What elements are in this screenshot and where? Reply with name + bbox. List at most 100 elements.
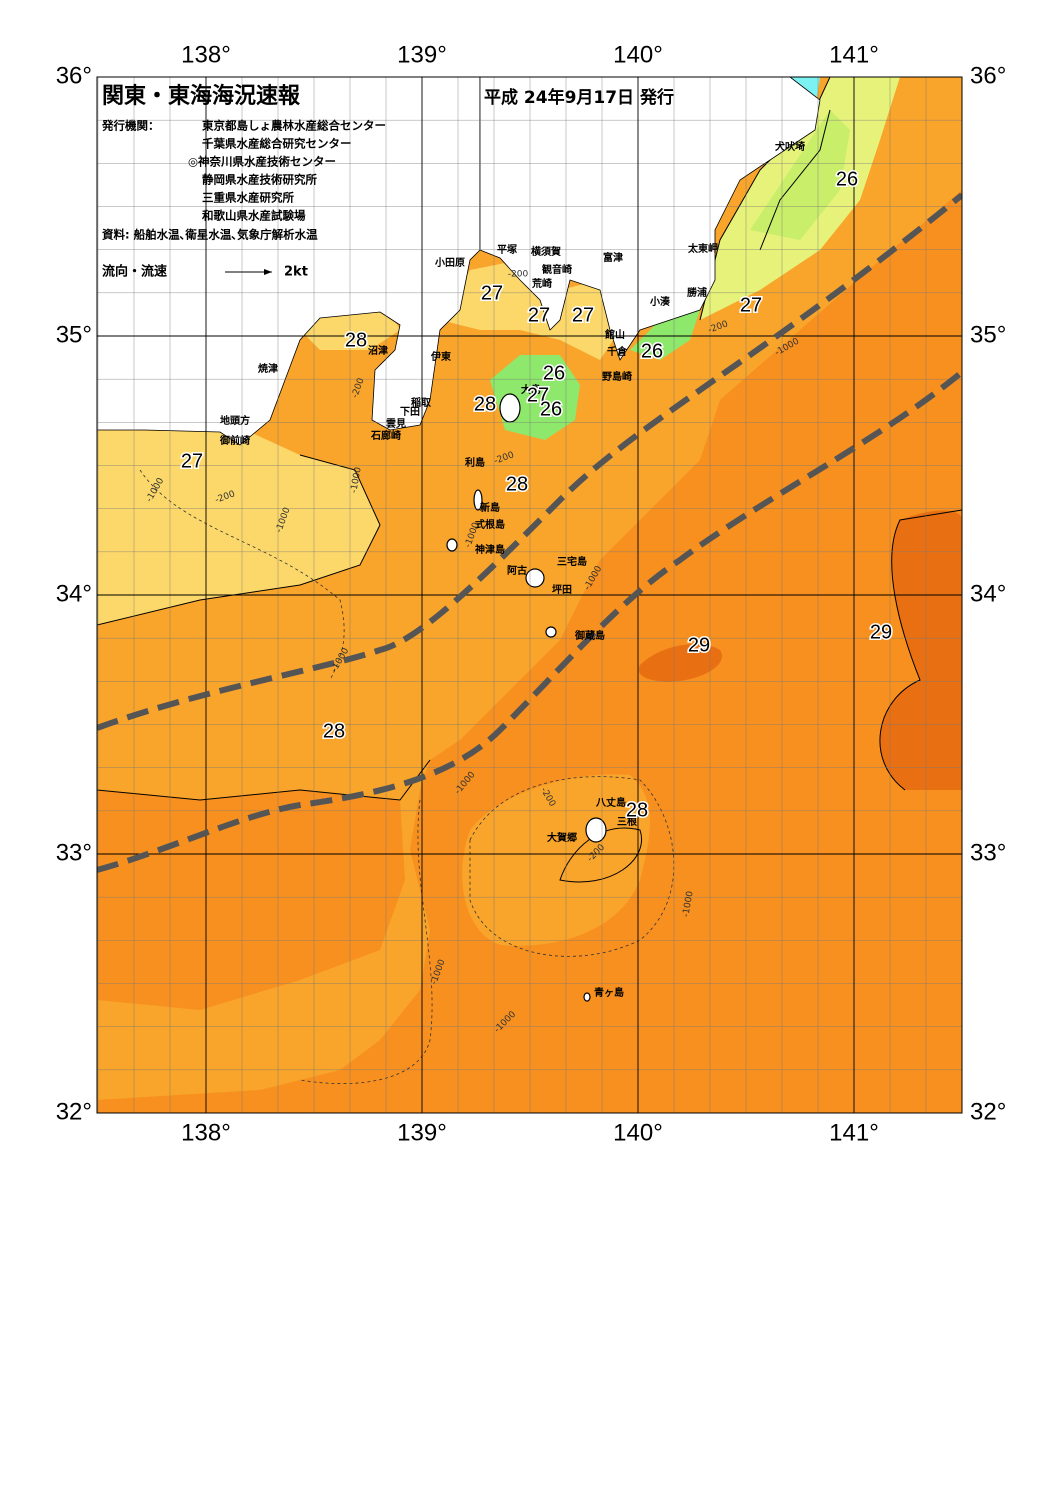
temperature-label: 26: [836, 168, 858, 190]
temperature-label: 27: [740, 294, 762, 316]
legend-label: 流向・流速: [102, 264, 167, 280]
isobaths: [139, 469, 675, 1085]
place-name: 沼津: [368, 344, 388, 357]
issuer: 和歌山県水産試験場: [202, 209, 306, 223]
kuroshio-axis: [97, 192, 962, 873]
islands: [446, 393, 607, 1002]
place-name: 焼津: [258, 362, 278, 375]
issuer-label: 発行機関：: [101, 119, 160, 133]
lon-label: 140°: [613, 41, 663, 68]
issue-date: 平成 24年9月17日 発行: [484, 87, 674, 108]
place-name: 平塚: [497, 243, 517, 256]
lat-label: 36°: [970, 62, 1006, 89]
lat-label: 33°: [56, 839, 92, 866]
dark-orange-area: [879, 510, 962, 790]
lat-label: 34°: [970, 580, 1006, 607]
lon-label: 141°: [829, 41, 879, 68]
place-name: 三宅島: [557, 555, 587, 568]
map-frame: [96, 76, 963, 1114]
issuer: 静岡県水産技術研究所: [202, 173, 317, 187]
lat-label: 35°: [970, 321, 1006, 348]
place-name: 新島: [480, 501, 500, 514]
medium-orange-area: [97, 630, 470, 740]
green-area: [630, 310, 700, 360]
place-name: 雲見: [386, 418, 406, 430]
depth-label: -200: [508, 270, 529, 280]
place-name: 青ヶ島: [594, 986, 624, 999]
place-name: 小田原: [434, 256, 465, 269]
place-name: 大島: [521, 383, 541, 396]
lat-label: 32°: [970, 1098, 1006, 1125]
place-name: 犬吠埼: [775, 140, 805, 153]
temperature-label: 27: [528, 304, 550, 326]
lat-label: 36°: [56, 62, 92, 89]
lat-label: 34°: [56, 580, 92, 607]
yellow-area: [97, 430, 380, 625]
place-name: 下田: [400, 406, 420, 418]
temperature-label: 28: [626, 799, 648, 821]
lat-label: 35°: [56, 321, 92, 348]
depth-label: -1000: [681, 890, 695, 918]
grid: [97, 77, 962, 1113]
place-name: 神津島: [475, 543, 505, 556]
depth-label: -1000: [349, 466, 363, 494]
land: [479, 77, 821, 361]
land: [97, 77, 481, 446]
place-name: 大賀郷: [547, 831, 577, 844]
temperature-label: 26: [540, 398, 562, 420]
lat-label: 32°: [56, 1098, 92, 1125]
place-name: 阿古: [507, 564, 527, 577]
temperature-label: 27: [481, 282, 503, 304]
temperature-label: 29: [870, 621, 892, 643]
place-name: 坪田: [552, 583, 572, 596]
place-name: 勝浦: [687, 286, 707, 299]
lon-label: 138°: [181, 41, 231, 68]
place-name: 三根: [617, 815, 637, 828]
place-name: 野島崎: [602, 370, 632, 383]
temperature-label: 27: [527, 384, 549, 406]
lat-label: 33°: [970, 839, 1006, 866]
lon-label: 139°: [397, 1119, 447, 1146]
place-name: 横須賀: [531, 245, 561, 258]
legend-speed: 2kt: [284, 265, 308, 280]
place-name: 式根島: [475, 518, 505, 531]
issuer: ◎神奈川県水産技術センター: [188, 155, 336, 169]
place-name: 稲取: [411, 396, 432, 409]
place-name: 八丈島: [595, 796, 626, 809]
temperature-label: 29: [688, 634, 710, 656]
lon-label: 138°: [181, 1119, 231, 1146]
source: 資料: 船舶水温､衛星水温､気象庁解析水温: [102, 228, 318, 242]
issuer: 千葉県水産総合研究センター: [202, 137, 352, 151]
title: 関東・東海海況速報: [102, 83, 301, 109]
legend-arrow-head: [264, 269, 272, 275]
lon-label: 141°: [829, 1119, 879, 1146]
temperature-label: 28: [506, 473, 528, 495]
temperature-label: 26: [641, 340, 663, 362]
issuer: 東京都島しょ農林水産総合センター: [202, 119, 386, 133]
place-name: 御蔵島: [574, 629, 605, 642]
lon-label: 140°: [613, 1119, 663, 1146]
place-name: 富津: [603, 251, 623, 264]
place-name: 小湊: [649, 295, 671, 308]
place-name: 地頭方: [220, 414, 250, 427]
temperature-label: 28: [323, 720, 345, 742]
place-name: 御前崎: [219, 434, 250, 447]
dark-orange-area: [638, 644, 722, 682]
place-name: 太東岬: [687, 242, 718, 255]
temperature-label: 27: [572, 304, 594, 326]
place-name: 利島: [465, 456, 485, 469]
temperature-label: 28: [474, 393, 496, 415]
temperature-label: 28: [345, 329, 367, 351]
place-name: 千倉: [607, 345, 628, 358]
lon-label: 139°: [397, 41, 447, 68]
temperature-label: 27: [181, 450, 203, 472]
sea-surface: [97, 77, 962, 1113]
place-name: 観音崎: [542, 263, 572, 276]
temperature-label: 26: [543, 362, 565, 384]
place-name: 荒崎: [531, 277, 552, 290]
hachijo-warm-area: [462, 774, 650, 946]
issuer: 三重県水産研究所: [202, 191, 294, 205]
place-name: 伊東: [430, 350, 451, 363]
